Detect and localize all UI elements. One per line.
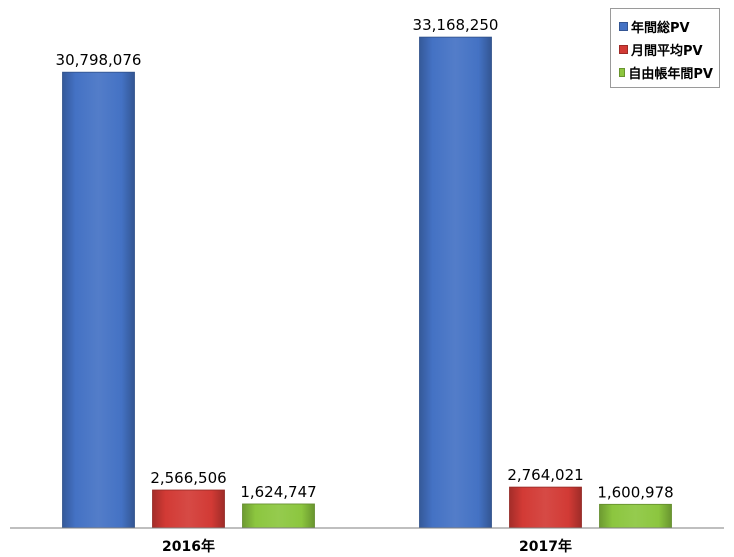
data-label-monthly-0: 2,566,506 — [150, 469, 226, 487]
legend-swatch-freebook — [619, 68, 626, 77]
legend-label-monthly: 月間平均PV — [631, 44, 703, 59]
legend-item-total: 年間総PV — [619, 15, 713, 38]
legend-item-freebook: 自由帳年間PV — [619, 61, 713, 84]
bar-freebook-1 — [599, 503, 672, 529]
data-label-freebook-0: 1,624,747 — [240, 483, 316, 501]
bar-total-0 — [62, 71, 135, 529]
x-tick-label-1: 2017年 — [519, 538, 572, 555]
bar-monthly-0 — [152, 489, 225, 529]
legend-swatch-total — [619, 22, 628, 31]
data-label-monthly-1: 2,764,021 — [507, 466, 583, 484]
legend-swatch-monthly — [619, 45, 628, 54]
legend: 年間総PV 月間平均PV 自由帳年間PV — [610, 8, 720, 88]
x-tick-label-0: 2016年 — [162, 538, 215, 555]
data-label-freebook-1: 1,600,978 — [597, 483, 673, 501]
bar-total-1 — [419, 36, 492, 529]
legend-label-total: 年間総PV — [631, 21, 690, 36]
legend-label-freebook: 自由帳年間PV — [628, 67, 713, 82]
bar-freebook-0 — [242, 503, 315, 529]
data-label-total-1: 33,168,250 — [413, 16, 499, 34]
bar-monthly-1 — [509, 486, 582, 529]
data-label-total-0: 30,798,076 — [56, 51, 142, 69]
legend-item-monthly: 月間平均PV — [619, 38, 713, 61]
